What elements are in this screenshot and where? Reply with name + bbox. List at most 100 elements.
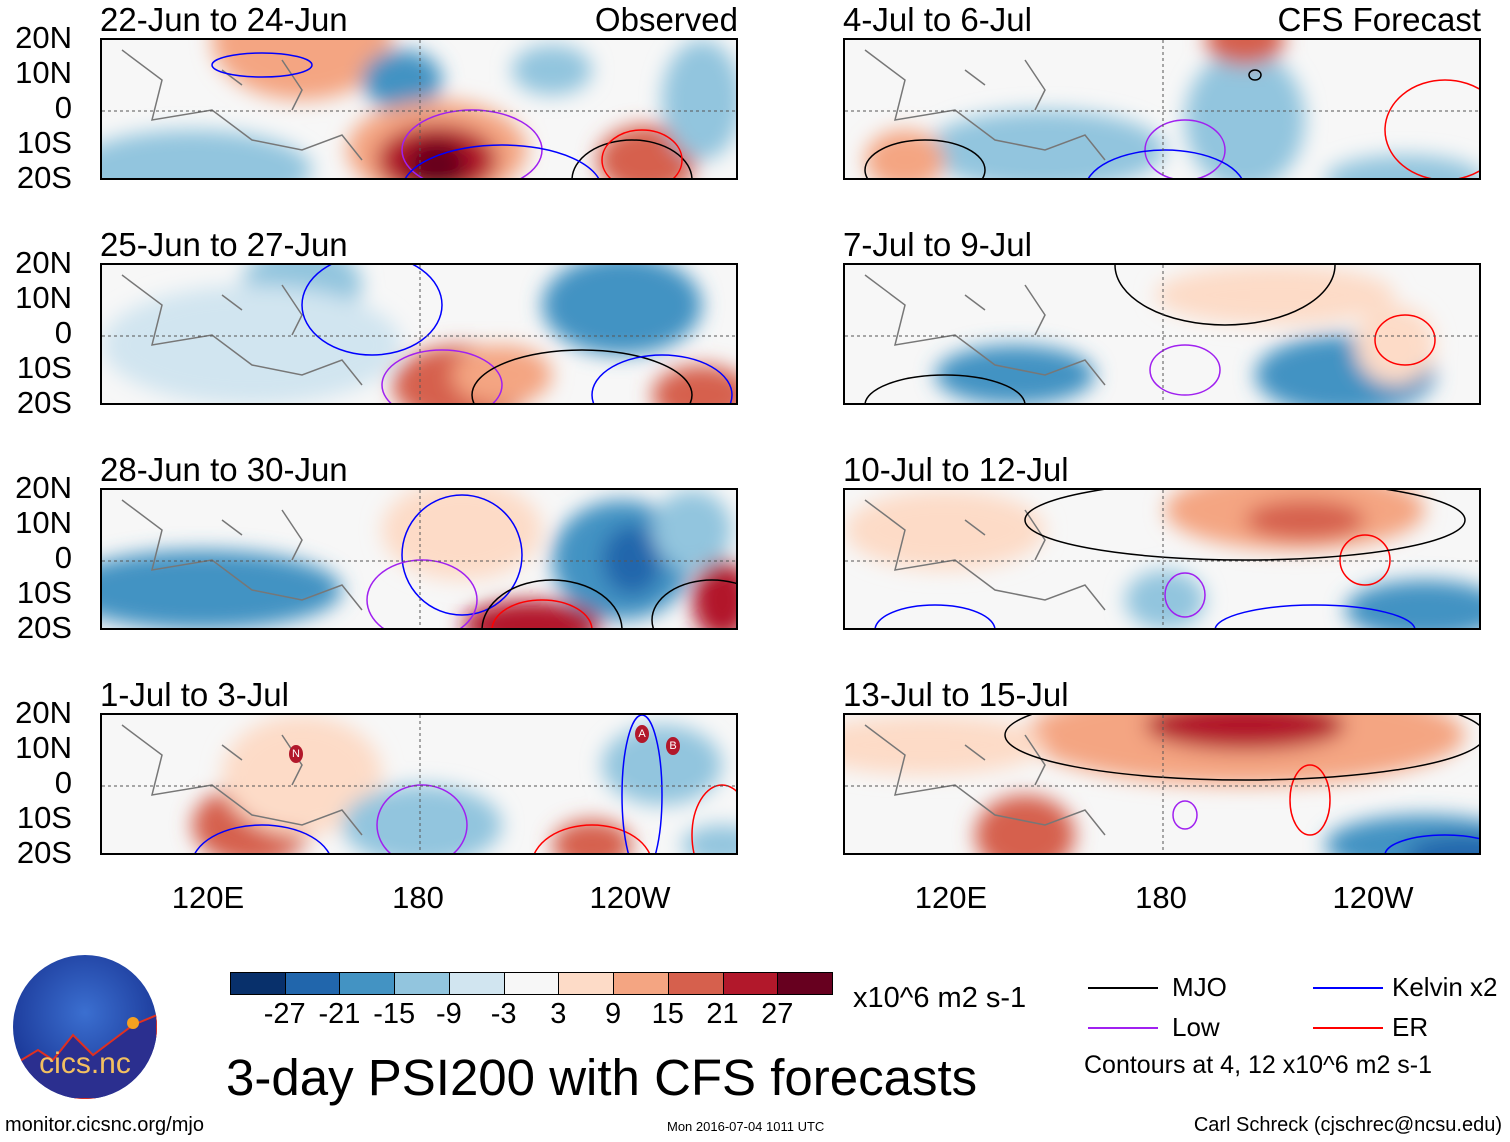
- colorbar-label: -15: [373, 998, 416, 1030]
- colorbar-swatch: [339, 972, 396, 995]
- colorbar-swatch: [284, 972, 341, 995]
- anomaly-blob: [452, 345, 552, 403]
- contour: [401, 494, 523, 616]
- anomaly-blob: [1155, 265, 1395, 325]
- anomaly-blob: [1355, 305, 1435, 385]
- contour: [591, 354, 733, 403]
- colorbar-label: 21: [706, 998, 739, 1030]
- panel-title: 1-Jul to 3-Jul: [100, 676, 289, 713]
- anomaly-blob: [1325, 155, 1479, 178]
- storm-marker: N: [289, 745, 303, 763]
- panel-title: 4-Jul to 6-Jul: [843, 1, 1032, 38]
- coastline: [121, 274, 363, 386]
- y-tick-label: 20N: [15, 695, 72, 730]
- contour: [1214, 604, 1416, 628]
- colorbar-label: 3: [550, 998, 567, 1030]
- contour: [481, 579, 623, 628]
- y-tick-label: 10N: [15, 730, 72, 765]
- x-tick-label: 120E: [914, 880, 988, 915]
- anomaly-blob: [342, 785, 502, 853]
- anomaly-blob: [662, 40, 736, 160]
- y-tick-label: 20N: [15, 470, 72, 505]
- footer-author: Carl Schreck (cjschrec@ncsu.edu): [1193, 1114, 1502, 1136]
- panel-title: 28-Jun to 30-Jun: [100, 451, 348, 488]
- colorbar-label: 27: [761, 998, 794, 1030]
- coastline: [864, 724, 1106, 836]
- contour: [1149, 344, 1221, 396]
- y-tick-label: 10N: [15, 55, 72, 90]
- y-tick-label: 20S: [16, 835, 72, 870]
- storm-marker: B: [666, 737, 680, 755]
- y-tick-label: 10S: [16, 800, 72, 835]
- colorbar-label: -9: [436, 998, 462, 1030]
- anomaly-blob: [935, 345, 1095, 403]
- map-panel: [843, 488, 1481, 630]
- anomaly-blob: [102, 285, 402, 403]
- anomaly-blob: [542, 265, 702, 355]
- y-tick-label: 20N: [15, 245, 72, 280]
- colorbar-swatch: [558, 972, 615, 995]
- colorbar-label: 9: [605, 998, 622, 1030]
- anomaly-blob: [1245, 500, 1365, 540]
- coastline: [121, 724, 363, 836]
- y-tick-label: 20S: [16, 385, 72, 420]
- contour: [651, 579, 736, 628]
- panel-tag: CFS Forecast: [1277, 1, 1481, 38]
- contour: [404, 144, 600, 178]
- contour: [366, 559, 478, 628]
- anomaly-blob: [512, 45, 592, 95]
- anomaly-blob: [682, 825, 736, 853]
- footer-timestamp: Mon 2016-07-04 1011 UTC: [667, 1119, 825, 1134]
- storm-marker: A: [635, 725, 649, 743]
- anomaly-blob: [362, 50, 442, 110]
- colorbar-units: x10^6 m2 s-1: [853, 982, 1027, 1014]
- anomaly-blob: [222, 715, 382, 835]
- contour: [1172, 800, 1198, 830]
- anomaly-blob: [602, 525, 662, 595]
- anomaly-blob: [652, 490, 732, 570]
- contour: [1004, 715, 1479, 781]
- x-tick-label: 120W: [589, 880, 671, 915]
- cics-logo: cics.nc: [13, 955, 157, 1099]
- anomaly-blob: [102, 130, 312, 178]
- footer-url[interactable]: monitor.cicsnc.org/mjo: [5, 1114, 204, 1136]
- legend-line-mjo: [1088, 987, 1158, 989]
- panel-title: 7-Jul to 9-Jul: [843, 226, 1032, 263]
- contour: [194, 824, 330, 853]
- anomaly-blob: [925, 110, 1165, 178]
- map-panel: [843, 713, 1481, 855]
- contour: [1114, 265, 1336, 326]
- anomaly-blob: [552, 820, 632, 853]
- legend-line-low: [1088, 1027, 1158, 1029]
- anomaly-blob: [407, 140, 467, 178]
- contour: [1384, 79, 1479, 178]
- colorbar-label: -3: [490, 998, 517, 1030]
- legend-label-mjo: MJO: [1172, 972, 1227, 1002]
- contour: [301, 265, 443, 356]
- coastline: [864, 49, 1106, 161]
- y-tick-label: 0: [54, 315, 72, 350]
- contour: [1087, 149, 1243, 178]
- anomaly-blob: [975, 795, 1075, 853]
- contour-note: Contours at 4, 12 x10^6 m2 s-1: [1084, 1051, 1433, 1079]
- contour: [1024, 490, 1466, 561]
- map-panel: [100, 713, 738, 855]
- y-tick-label: 10N: [15, 505, 72, 540]
- anomaly-blob: [1345, 580, 1479, 628]
- y-tick-label: 10S: [16, 125, 72, 160]
- x-tick-label: 180: [1135, 880, 1187, 915]
- legend-label-low: Low: [1172, 1012, 1220, 1042]
- x-tick-label: 120W: [1332, 880, 1414, 915]
- map-panel: [100, 38, 738, 180]
- legend-label-kelvin: Kelvin x2: [1392, 972, 1498, 1002]
- map-panel: [100, 488, 738, 630]
- anomaly-blob: [1205, 40, 1285, 65]
- contour: [381, 349, 503, 403]
- coastline: [864, 274, 1106, 386]
- y-tick-label: 0: [54, 90, 72, 125]
- y-tick-label: 20N: [15, 20, 72, 55]
- coastline: [121, 499, 363, 611]
- y-tick-label: 0: [54, 765, 72, 800]
- colorbar-label: 15: [651, 998, 684, 1030]
- legend-line-kelvin: [1313, 987, 1383, 989]
